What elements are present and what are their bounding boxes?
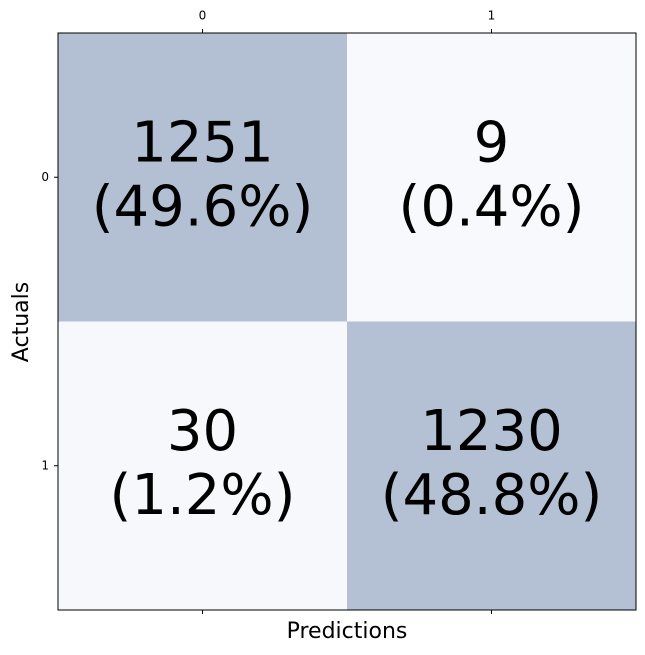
cell-count-label: 9 xyxy=(474,110,510,175)
heatmap-cell xyxy=(58,33,347,322)
cell-count-label: 30 xyxy=(167,399,238,464)
cell-percent-label: (49.6%) xyxy=(92,174,314,239)
cell-count-label: 1251 xyxy=(131,110,274,175)
cell-percent-label: (0.4%) xyxy=(399,174,585,239)
x-tick-label: 1 xyxy=(488,9,496,23)
y-tick-label: 1 xyxy=(41,458,49,472)
cell-percent-label: (1.2%) xyxy=(110,463,296,528)
heatmap-cell xyxy=(58,321,347,610)
heatmap-cell xyxy=(347,33,636,322)
x-axis-label: Predictions xyxy=(287,619,408,644)
x-tick-label: 0 xyxy=(199,9,207,23)
cell-count-label: 1230 xyxy=(420,399,563,464)
cell-percent-label: (48.8%) xyxy=(381,463,603,528)
y-tick-label: 0 xyxy=(41,170,49,184)
y-axis-label: Actuals xyxy=(9,282,34,362)
plot-frame xyxy=(57,32,637,611)
heatmap-cell xyxy=(347,321,636,610)
